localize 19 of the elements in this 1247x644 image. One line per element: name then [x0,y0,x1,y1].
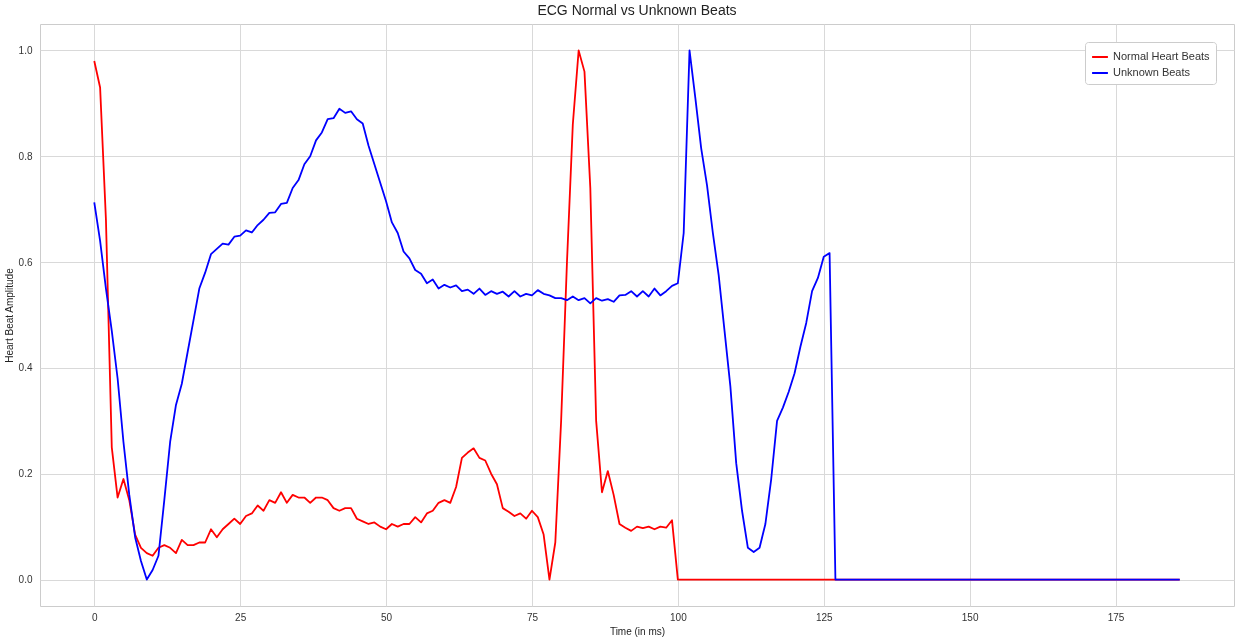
x-tick-label: 100 [670,611,688,623]
x-tick-label: 0 [91,611,98,623]
y-tick-label: 0.2 [18,468,33,480]
x-tick-label: 175 [1107,611,1125,623]
chart-title: ECG Normal vs Unknown Beats [537,2,737,18]
legend-label: Unknown Beats [1113,66,1191,78]
legend-label: Normal Heart Beats [1113,50,1211,62]
x-tick-label: 125 [815,611,834,623]
x-tick-label: 75 [526,611,539,623]
x-tick-label: 50 [381,611,393,623]
y-axis-title: Heart Beat Amplitude [3,267,15,363]
y-tick-label: 0.4 [18,362,33,374]
x-tick-label: 25 [235,611,247,623]
x-tick-label: 150 [961,611,979,623]
y-tick-label: 0.8 [18,150,33,162]
x-axis-title: Time (in ms) [609,625,666,637]
y-tick-label: 0.6 [18,256,33,268]
y-tick-label: 1.0 [18,44,33,56]
y-tick-label: 0.0 [18,574,33,586]
